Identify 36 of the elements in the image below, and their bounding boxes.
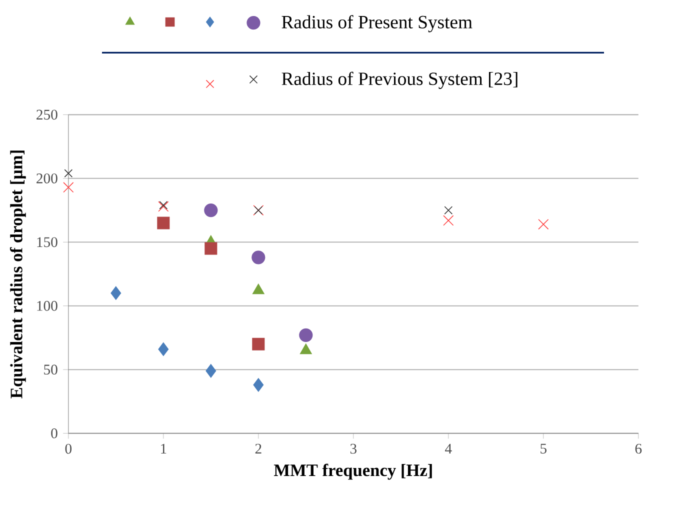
point: [252, 338, 265, 350]
point: [206, 364, 216, 378]
y-tick-label: 200: [36, 173, 58, 184]
point: [64, 169, 73, 178]
point: [538, 218, 549, 230]
point: [252, 250, 266, 264]
x-tick-label: 0: [65, 444, 72, 454]
y-tick-label: 0: [51, 428, 58, 438]
point: [157, 216, 170, 230]
point: [444, 206, 453, 214]
x-tick-label: 3: [350, 444, 356, 454]
legend-label: Radius of Previous System [23]: [282, 72, 518, 89]
point: [253, 378, 264, 392]
x-tick-label: 1: [161, 444, 166, 454]
point: [252, 284, 264, 294]
x-tick-label: 6: [635, 444, 642, 454]
y-tick-label: 150: [37, 237, 58, 248]
y-axis-title: Equivalent radius of droplet [μm]: [10, 150, 26, 398]
point: [110, 286, 122, 300]
point: [300, 344, 312, 354]
x-tick-label: 2: [255, 444, 262, 454]
point: [299, 328, 313, 342]
point: [204, 242, 218, 255]
x-tick-label: 5: [540, 444, 546, 454]
point: [158, 342, 169, 356]
y-tick-label: 50: [44, 364, 58, 375]
point: [159, 201, 168, 210]
x-tick-label: 4: [445, 444, 452, 454]
y-tick-label: 250: [36, 110, 58, 120]
legend-label: Radius of Present System: [282, 15, 472, 32]
x-axis-title: MMT frequency [Hz]: [274, 464, 432, 480]
point: [63, 182, 74, 193]
point: [443, 215, 454, 226]
y-tick-label: 100: [37, 300, 58, 311]
point: [158, 201, 169, 212]
point: [204, 203, 218, 218]
